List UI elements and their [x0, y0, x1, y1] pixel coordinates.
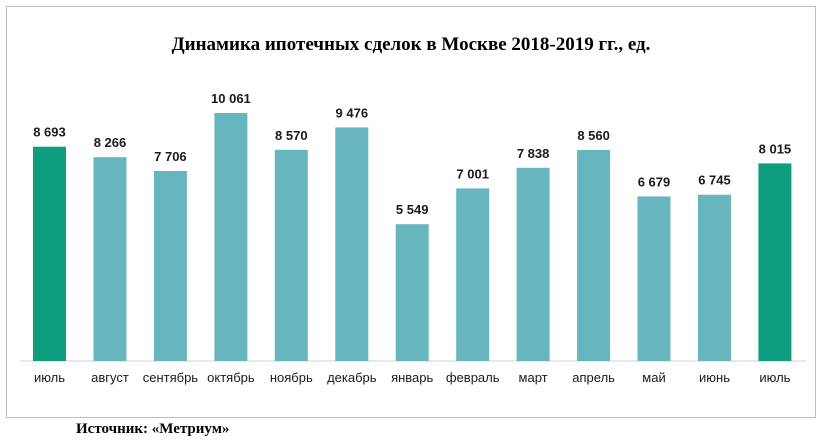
value-label-9: 8 560 — [577, 128, 610, 143]
bar-6 — [395, 224, 429, 361]
category-label-1: август — [91, 370, 129, 385]
category-label-2: сентябрь — [143, 370, 199, 385]
category-label-5: декабрь — [327, 370, 377, 385]
bar-4 — [274, 149, 308, 361]
bar-2 — [153, 171, 187, 361]
bar-3 — [214, 113, 248, 361]
category-label-11: июнь — [699, 370, 730, 385]
category-label-8: март — [519, 370, 548, 385]
category-label-0: июль — [34, 370, 65, 385]
value-label-8: 7 838 — [517, 146, 550, 161]
chart-title: Динамика ипотечных сделок в Москве 2018-… — [171, 34, 651, 55]
value-label-3: 10 061 — [211, 91, 251, 106]
value-label-4: 8 570 — [275, 128, 308, 143]
bar-12 — [758, 163, 792, 361]
category-label-10: май — [642, 370, 665, 385]
value-label-7: 7 001 — [456, 166, 489, 181]
chart-frame — [6, 6, 816, 418]
source-note: Источник: «Метриум» — [76, 421, 230, 437]
value-label-1: 8 266 — [94, 135, 127, 150]
category-label-9: апрель — [572, 370, 615, 385]
bar-9 — [577, 150, 611, 361]
value-label-0: 8 693 — [33, 125, 66, 140]
bar-5 — [335, 127, 369, 362]
bar-8 — [516, 167, 550, 361]
value-label-11: 6 745 — [698, 173, 731, 188]
category-label-12: июль — [759, 370, 790, 385]
value-label-5: 9 476 — [336, 105, 369, 120]
value-label-12: 8 015 — [759, 141, 792, 156]
bar-7 — [456, 188, 490, 361]
category-label-4: ноябрь — [270, 370, 313, 385]
bar-0 — [33, 146, 66, 361]
bar-11 — [698, 194, 731, 361]
value-label-2: 7 706 — [154, 149, 187, 164]
bar-1 — [93, 157, 127, 361]
category-label-3: октябрь — [207, 370, 255, 385]
category-label-7: февраль — [446, 370, 500, 385]
bar-10 — [637, 196, 671, 361]
value-label-10: 6 679 — [638, 174, 671, 189]
value-label-6: 5 549 — [396, 202, 429, 217]
category-label-6: январь — [391, 370, 433, 385]
